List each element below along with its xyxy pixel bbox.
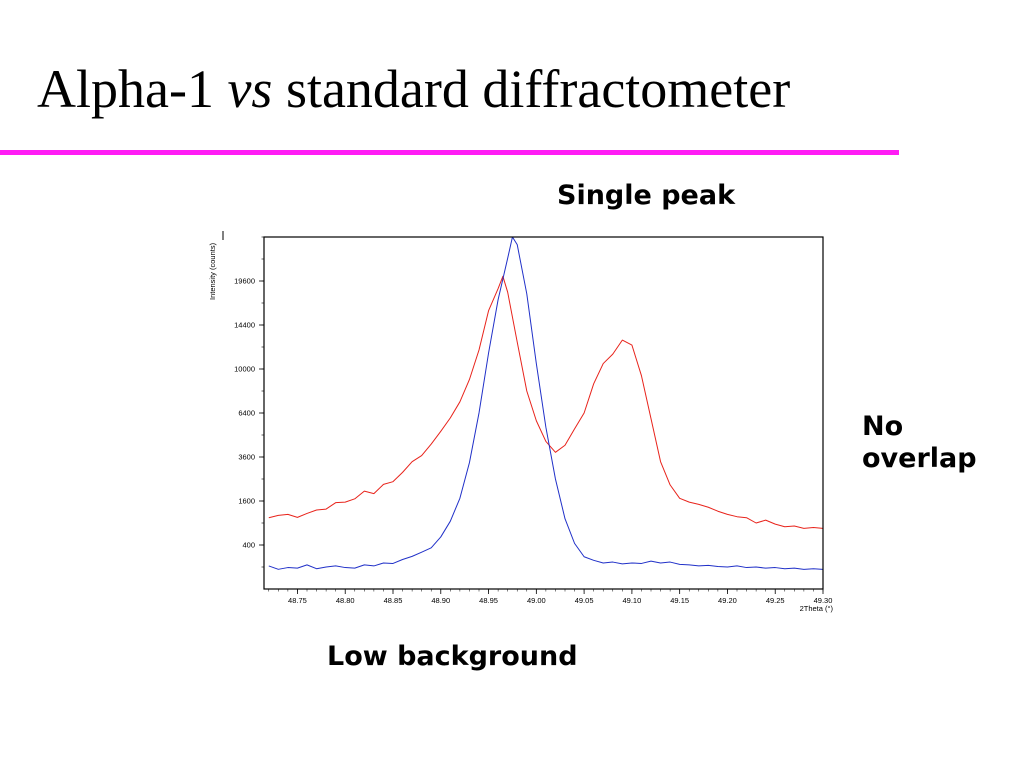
title-suffix: standard diffractometer [272, 59, 791, 119]
y-axis-label: Intensity (counts) [208, 242, 217, 300]
single-peak-label: Single peak [557, 180, 736, 211]
x-tick-label: 48.85 [384, 596, 403, 605]
title-italic: vs [227, 59, 273, 119]
x-tick-label: 49.05 [575, 596, 594, 605]
series-layer [268, 237, 823, 570]
no-overlap-line1: No [862, 411, 904, 442]
y-tick-label: 400 [242, 541, 255, 550]
no-overlap-label: No overlap [862, 411, 977, 476]
x-tick-label: 49.30 [814, 596, 833, 605]
x-tick-label: 48.80 [336, 596, 355, 605]
diffraction-chart: 400 1600 3600 6400 10000 14400 19600 48.75 48.8… [208, 231, 834, 613]
x-axis: 48.75 48.80 48.85 48.90 48.95 49.00 49.05 49.10… [268, 589, 833, 605]
y-tick-label: 10000 [234, 365, 255, 374]
x-tick-label: 49.25 [766, 596, 785, 605]
alpha-1-series-line [268, 237, 823, 570]
no-overlap-line2: overlap [862, 443, 977, 475]
y-tick-label: 19600 [234, 277, 255, 286]
y-axis: 400 1600 3600 6400 10000 14400 19600 [234, 236, 264, 568]
title-underline [0, 150, 899, 155]
y-tick-label: 1600 [238, 497, 255, 506]
title-prefix: Alpha-1 [37, 59, 228, 119]
x-tick-label: 49.15 [670, 596, 689, 605]
x-tick-label: 49.20 [718, 596, 737, 605]
low-background-label: Low background [327, 641, 578, 672]
y-tick-label: 6400 [238, 409, 255, 418]
x-tick-label: 48.75 [288, 596, 307, 605]
standard-diffractometer-series-line [268, 275, 823, 529]
plot-frame [263, 236, 824, 590]
x-tick-label: 48.90 [431, 596, 450, 605]
x-tick-label: 48.95 [479, 596, 498, 605]
y-tick-label: 3600 [238, 453, 255, 462]
slide-title: Alpha-1 vs standard diffractometer [37, 62, 790, 116]
x-tick-label: 49.00 [527, 596, 546, 605]
x-tick-label: 49.10 [622, 596, 641, 605]
y-tick-label: 14400 [234, 321, 255, 330]
x-axis-label: 2Theta (°) [800, 604, 834, 613]
